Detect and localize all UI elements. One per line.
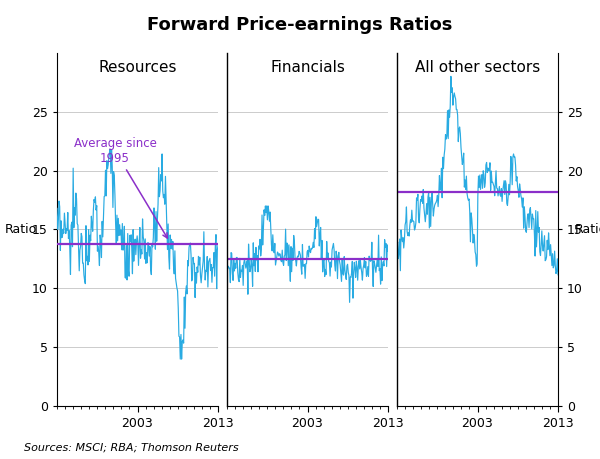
- Text: All other sectors: All other sectors: [415, 60, 540, 75]
- Text: Average since
1995: Average since 1995: [74, 137, 167, 238]
- Text: Ratio: Ratio: [575, 223, 600, 236]
- Text: Ratio: Ratio: [5, 223, 37, 236]
- Text: Financials: Financials: [270, 60, 345, 75]
- Text: Sources: MSCI; RBA; Thomson Reuters: Sources: MSCI; RBA; Thomson Reuters: [24, 443, 239, 453]
- Text: Forward Price-earnings Ratios: Forward Price-earnings Ratios: [148, 16, 452, 34]
- Text: Resources: Resources: [98, 60, 177, 75]
